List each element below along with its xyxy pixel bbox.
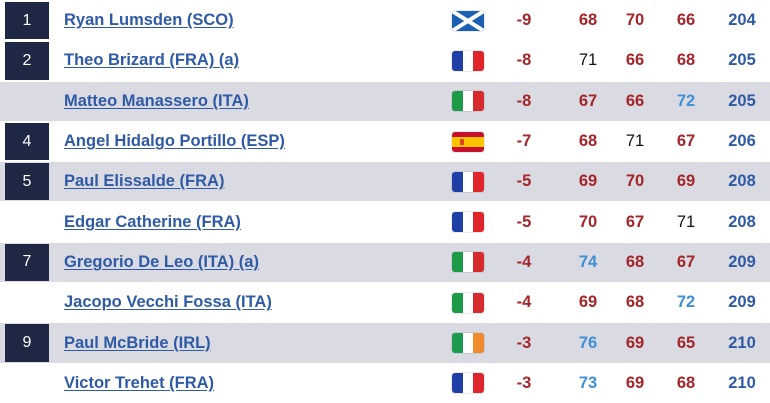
france-flag-icon bbox=[452, 212, 484, 233]
round-1-score: 73 bbox=[578, 373, 598, 392]
round-3-score: 65 bbox=[676, 333, 696, 352]
to-par-score: -3 bbox=[516, 373, 532, 392]
leaderboard-row: 2 Theo Brizard (FRA) (a) -8 71 66 68 205 bbox=[0, 40, 770, 81]
total-score: 208 bbox=[728, 212, 756, 231]
total-score: 205 bbox=[728, 51, 756, 70]
round-3-score: 66 bbox=[676, 11, 696, 30]
spain-flag-icon bbox=[452, 131, 484, 152]
total-score: 210 bbox=[728, 373, 756, 392]
round-3-score: 67 bbox=[676, 132, 696, 151]
leaderboard-row: 1 Ryan Lumsden (SCO) -9 68 70 66 204 bbox=[0, 0, 770, 41]
leaderboard-row: 4 Angel Hidalgo Portillo (ESP) -7 68 71 67 206 bbox=[0, 120, 770, 162]
player-name-link[interactable]: Gregorio De Leo (ITA) (a) bbox=[64, 252, 259, 271]
position-badge bbox=[5, 203, 49, 240]
round-1-score: 68 bbox=[578, 11, 598, 30]
round-2-score: 69 bbox=[625, 373, 645, 392]
total-score: 205 bbox=[728, 91, 756, 110]
round-2-score: 67 bbox=[625, 212, 645, 231]
total-score: 209 bbox=[728, 252, 756, 271]
round-3-score: 72 bbox=[676, 91, 696, 110]
to-par-score: -3 bbox=[516, 333, 532, 352]
round-3-score: 69 bbox=[676, 172, 696, 191]
round-3-score: 71 bbox=[676, 212, 696, 231]
position-badge: 7 bbox=[5, 243, 49, 282]
italy-flag-icon bbox=[452, 91, 484, 112]
to-par-score: -7 bbox=[516, 132, 532, 151]
france-flag-icon bbox=[452, 373, 484, 394]
to-par-score: -5 bbox=[516, 212, 532, 231]
player-name-link[interactable]: Angel Hidalgo Portillo (ESP) bbox=[64, 132, 285, 151]
player-name-link[interactable]: Victor Trehet (FRA) bbox=[64, 373, 215, 392]
france-flag-icon bbox=[452, 50, 484, 71]
round-2-score: 71 bbox=[625, 132, 645, 151]
to-par-score: -8 bbox=[516, 91, 532, 110]
position-badge: 1 bbox=[5, 2, 49, 40]
leaderboard-row: Edgar Catherine (FRA) -5 70 67 71 208 bbox=[0, 201, 770, 242]
player-name-link[interactable]: Paul Elissalde (FRA) bbox=[64, 172, 225, 191]
round-1-score: 76 bbox=[578, 333, 598, 352]
round-3-score: 67 bbox=[676, 252, 696, 271]
leaderboard-row: Jacopo Vecchi Fossa (ITA) -4 69 68 72 209 bbox=[0, 282, 770, 323]
position-badge: 5 bbox=[5, 163, 49, 201]
round-1-score: 69 bbox=[578, 293, 598, 312]
france-flag-icon bbox=[452, 171, 484, 192]
player-name-link[interactable]: Matteo Manassero (ITA) bbox=[64, 91, 249, 110]
total-score: 209 bbox=[728, 293, 756, 312]
player-name-link[interactable]: Theo Brizard (FRA) (a) bbox=[64, 51, 240, 70]
round-2-score: 68 bbox=[625, 252, 645, 271]
round-1-score: 74 bbox=[578, 252, 598, 271]
round-3-score: 68 bbox=[676, 51, 696, 70]
player-name-link[interactable]: Jacopo Vecchi Fossa (ITA) bbox=[64, 293, 272, 312]
round-3-score: 72 bbox=[676, 293, 696, 312]
italy-flag-icon bbox=[452, 292, 484, 313]
round-2-score: 69 bbox=[625, 333, 645, 352]
player-name-link[interactable]: Ryan Lumsden (SCO) bbox=[64, 11, 234, 30]
total-score: 206 bbox=[728, 132, 756, 151]
to-par-score: -4 bbox=[516, 252, 532, 271]
position-badge bbox=[5, 365, 49, 402]
round-2-score: 66 bbox=[625, 91, 645, 110]
leaderboard-row: Matteo Manassero (ITA) -8 67 66 72 205 bbox=[0, 80, 770, 121]
leaderboard-row: 9 Paul McBride (IRL) -3 76 69 65 210 bbox=[0, 322, 770, 363]
italy-flag-icon bbox=[452, 252, 484, 273]
total-score: 204 bbox=[728, 11, 756, 30]
round-1-score: 69 bbox=[578, 172, 598, 191]
to-par-score: -4 bbox=[516, 293, 532, 312]
leaderboard-row: 5 Paul Elissalde (FRA) -5 69 70 69 208 bbox=[0, 161, 770, 202]
leaderboard-row: 7 Gregorio De Leo (ITA) (a) -4 74 68 67 209 bbox=[0, 241, 770, 283]
total-score: 208 bbox=[728, 172, 756, 191]
round-2-score: 70 bbox=[625, 172, 645, 191]
total-score: 210 bbox=[728, 333, 756, 352]
to-par-score: -8 bbox=[516, 51, 532, 70]
scotland-flag-icon bbox=[452, 10, 484, 31]
round-2-score: 66 bbox=[625, 51, 645, 70]
round-1-score: 71 bbox=[578, 51, 598, 70]
round-1-score: 67 bbox=[578, 91, 598, 110]
position-badge bbox=[5, 83, 49, 120]
position-badge: 2 bbox=[5, 42, 49, 80]
ireland-flag-icon bbox=[452, 333, 484, 354]
position-badge: 9 bbox=[5, 324, 49, 362]
round-2-score: 70 bbox=[625, 11, 645, 30]
round-1-score: 70 bbox=[578, 212, 598, 231]
to-par-score: -9 bbox=[516, 11, 532, 30]
player-name-link[interactable]: Edgar Catherine (FRA) bbox=[64, 212, 241, 231]
to-par-score: -5 bbox=[516, 172, 532, 191]
position-badge bbox=[5, 284, 49, 321]
round-2-score: 68 bbox=[625, 293, 645, 312]
round-3-score: 68 bbox=[676, 373, 696, 392]
leaderboard-row: Victor Trehet (FRA) -3 73 69 68 210 bbox=[0, 362, 770, 403]
round-1-score: 68 bbox=[578, 132, 598, 151]
position-badge: 4 bbox=[5, 122, 49, 161]
player-name-link[interactable]: Paul McBride (IRL) bbox=[64, 333, 211, 352]
